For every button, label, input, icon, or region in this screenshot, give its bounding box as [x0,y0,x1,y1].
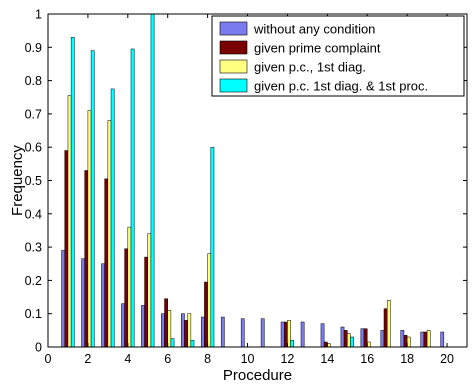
bar-s1-cat18 [400,330,405,348]
bar-s3-cat6 [167,310,172,348]
bar-s1-cat12 [280,321,285,348]
bar-s4-cat15 [350,336,354,348]
x-axis-label: Procedure [223,367,292,384]
bar-s4-cat7 [190,340,195,348]
bar-s2-cat5 [144,256,149,348]
y-axis: 0 0.1 0.2 0.3 0.4 0.5 0.6 0.7 0.8 0.9 1 [25,8,467,355]
x-tick-label: 4 [124,352,131,366]
bars-group [61,13,445,348]
x-tick-label: 6 [164,352,171,366]
legend-swatch [219,21,248,36]
y-tick-label: 0.5 [25,174,42,188]
x-tick-label: 0 [45,352,52,366]
bar-s3-cat1 [67,95,72,348]
bar-s1-cat11 [260,318,265,348]
x-axis: 0 2 4 6 8 10 12 14 16 18 20 [45,14,454,366]
y-tick-label: 0 [35,341,42,355]
bar-s2-cat1 [64,150,69,348]
bar-s1-cat8 [200,316,205,348]
y-tick-label: 0.3 [25,241,42,255]
bar-s3-cat7 [187,313,192,348]
y-tick-label: 0.4 [25,207,42,221]
bar-s4-cat6 [170,338,175,348]
bar-s3-cat3 [107,120,112,348]
bar-s1-cat1 [61,250,66,348]
bar-s3-cat15 [347,333,351,348]
bar-s1-cat9 [220,316,225,348]
bar-s4-cat2 [90,50,95,348]
bar-s2-cat19 [423,331,428,348]
bar-s3-cat2 [87,110,92,348]
bar-s1-cat2 [81,258,85,348]
legend: without any condition given prime complai… [211,15,465,97]
bar-s3-cat8 [207,253,212,348]
bar-s1-cat16 [360,328,365,348]
x-tick-label: 14 [320,352,334,366]
legend-label: given p.c., 1st diag. [254,60,366,75]
y-axis-label: Frequency [9,145,26,216]
bar-s2-cat4 [124,248,129,348]
bar-s3-cat19 [426,330,431,348]
x-tick-label: 20 [440,352,454,366]
bar-s4-cat12 [290,340,295,348]
bar-s1-cat17 [380,330,385,348]
bar-s1-cat4 [121,303,125,348]
y-tick-label: 1 [35,8,42,22]
legend-label: without any condition [253,22,375,37]
y-tick-label: 0.2 [25,274,42,288]
bar-s2-cat8 [204,281,208,348]
bar-s2-cat17 [383,308,388,348]
legend-box [211,15,465,97]
y-tick-label: 0.8 [25,74,42,88]
bar-s3-cat4 [127,226,132,348]
y-tick-label: 0.1 [25,307,42,321]
x-tick-label: 2 [84,352,91,366]
y-tick-label: 0.6 [25,141,42,155]
bar-s4-cat5 [150,13,155,348]
y-tick-label: 0.7 [25,107,42,121]
bar-s3-cat17 [386,300,391,348]
x-tick-label: 8 [204,352,211,366]
bar-s2-cat15 [343,330,348,348]
bar-s2-cat7 [184,320,188,348]
y-tick-label: 0.9 [25,41,42,55]
bar-s2-cat3 [104,178,109,348]
x-tick-label: 10 [241,352,255,366]
bar-s1-cat13 [300,321,305,348]
bar-s1-cat5 [141,305,145,348]
bar-s1-cat20 [440,331,445,348]
x-tick-label: 16 [360,352,374,366]
bar-s1-cat6 [161,313,165,348]
bar-s4-cat4 [130,48,135,348]
x-tick-label: 12 [280,352,294,366]
bar-s1-cat3 [101,263,105,348]
bar-s4-cat8 [210,146,215,348]
bar-s2-cat2 [84,170,89,348]
bar-s1-cat14 [320,323,325,348]
legend-swatch [219,59,248,74]
legend-swatch [219,40,248,55]
bar-s2-cat6 [164,298,168,348]
bar-s4-cat1 [70,37,75,348]
bar-s1-cat19 [420,331,425,348]
bar-s3-cat5 [147,233,152,348]
legend-swatch [219,78,248,93]
bar-s1-cat15 [340,326,345,348]
bar-s4-cat3 [110,88,115,348]
bar-s1-cat7 [181,313,185,348]
x-tick-label: 18 [400,352,414,366]
bar-s1-cat10 [240,318,245,348]
legend-label: given prime complaint [254,41,381,56]
legend-label: given p.c. 1st diag. & 1st proc. [254,79,428,94]
